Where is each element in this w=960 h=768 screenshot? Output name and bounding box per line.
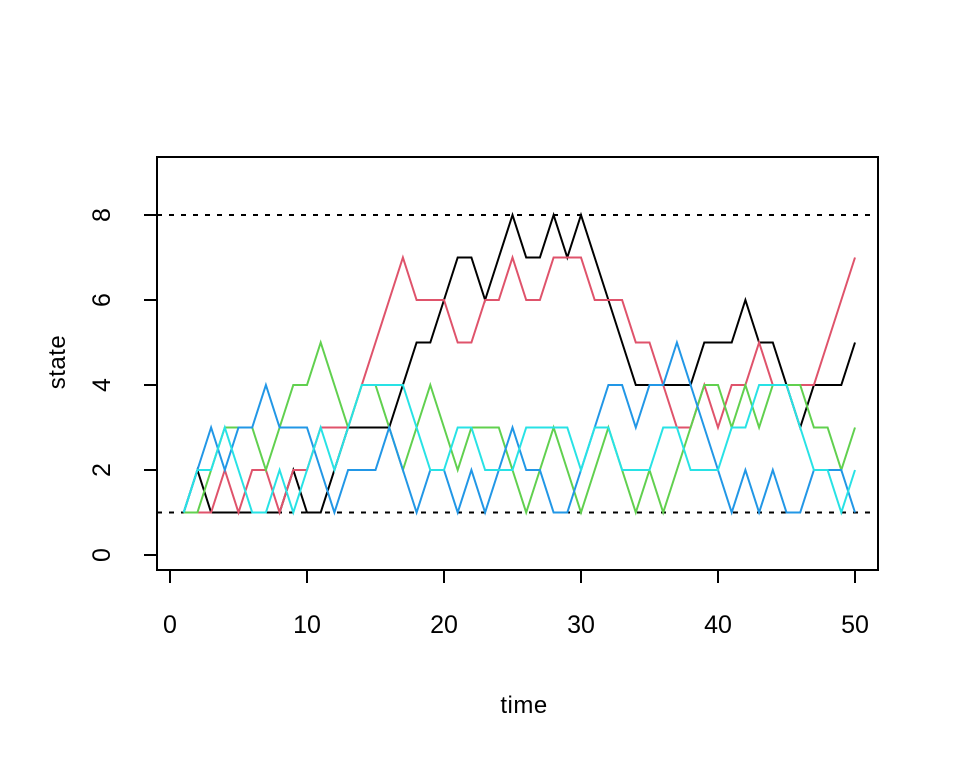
path-5-cyan-line <box>182 384 856 516</box>
x-tick-label-40: 40 <box>704 611 732 639</box>
y-tick-label-6: 6 <box>88 293 116 307</box>
x-tick-label-50: 50 <box>841 611 869 639</box>
plot-box <box>156 156 879 571</box>
x-axis-title: time <box>500 692 548 719</box>
x-tick-label-30: 30 <box>567 611 595 639</box>
x-tick-label-0: 0 <box>163 611 177 639</box>
path-2-red-line <box>183 254 856 516</box>
y-tick-label-0: 0 <box>88 548 116 562</box>
y-tick-label-4: 4 <box>88 378 116 392</box>
y-tick-label-8: 8 <box>88 208 116 222</box>
path-1-black-line <box>182 211 856 514</box>
y-tick-label-2: 2 <box>88 463 116 477</box>
path-3-green-line <box>183 339 856 516</box>
x-tick-label-10: 10 <box>293 611 321 639</box>
y-axis-title: state <box>44 334 71 390</box>
x-tick-label-20: 20 <box>430 611 458 639</box>
